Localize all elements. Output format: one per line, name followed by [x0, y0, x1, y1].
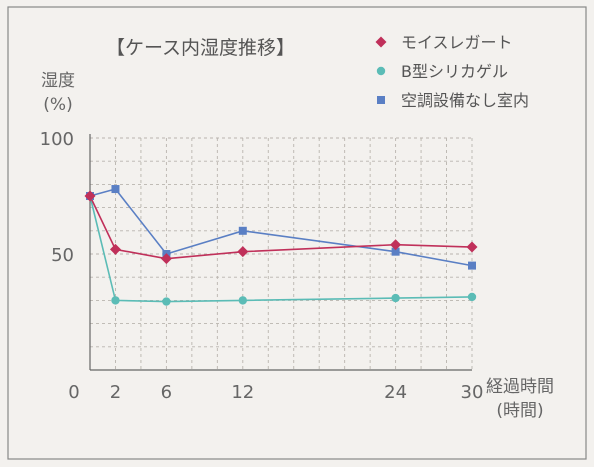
data-point-series-1 [467, 292, 477, 302]
legend-marker [377, 96, 385, 104]
data-point-series-0 [109, 243, 121, 255]
data-point-series-0 [160, 253, 172, 265]
x-tick-labels: 0 2 6 12 24 30 [68, 382, 483, 403]
legend-marker [375, 36, 387, 48]
data-point-series-2 [391, 247, 400, 256]
x-tick-label: 30 [461, 382, 484, 403]
data-point-series-2 [111, 185, 120, 194]
y-tick-labels: 50 100 [40, 129, 74, 266]
data-point-series-2 [238, 226, 247, 235]
data-point-series-1 [238, 296, 247, 305]
data-point-series-1 [391, 293, 400, 303]
chart-title: 【ケース内湿度推移】 [106, 37, 295, 59]
legend-label: モイスレガート [401, 33, 513, 52]
chart-frame [7, 6, 587, 460]
x-tick-label: 6 [161, 382, 172, 403]
series-line-1 [89, 195, 473, 303]
data-point-series-0 [84, 190, 96, 202]
x-tick-label: 12 [231, 382, 254, 403]
legend-label: 空調設備なし室内 [401, 91, 529, 110]
y-tick-label: 50 [51, 245, 74, 266]
x-axis-unit: (時間) [496, 401, 543, 421]
legend-marker [376, 66, 386, 76]
x-tick-label: 0 [68, 382, 79, 403]
legend-label: B型シリカゲル [401, 62, 508, 81]
data-point-series-0 [466, 241, 478, 253]
x-axis-label: 経過時間 [486, 377, 554, 397]
series-line-2 [89, 188, 473, 267]
y-tick-label: 100 [40, 129, 74, 150]
data-point-series-1 [162, 297, 171, 306]
series-group [84, 185, 478, 306]
series-line-0 [89, 195, 473, 260]
y-axis-label: 湿度 [41, 71, 75, 91]
x-tick-label: 24 [384, 382, 407, 403]
y-axis-unit: (%) [43, 95, 72, 115]
x-tick-label: 2 [110, 382, 121, 403]
data-point-series-0 [237, 246, 249, 258]
data-point-series-2 [468, 261, 476, 270]
data-point-series-1 [111, 296, 120, 305]
data-point-series-0 [390, 239, 402, 251]
grid [90, 137, 473, 370]
